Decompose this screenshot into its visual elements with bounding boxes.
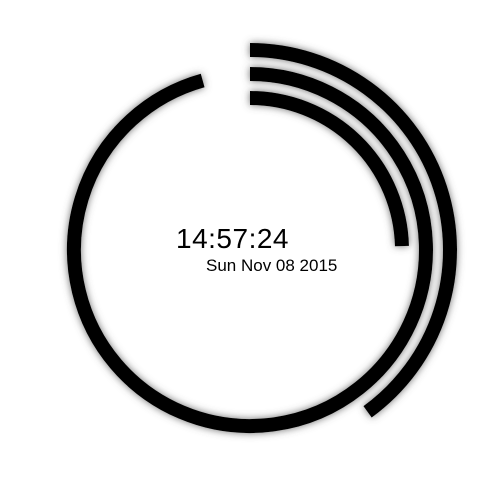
hours-arc xyxy=(249,91,409,247)
seconds-arc xyxy=(249,43,457,418)
date-display: Sun Nov 08 2015 xyxy=(206,256,338,275)
time-display: 14:57:24 xyxy=(176,223,289,254)
minutes-arc xyxy=(67,67,433,433)
